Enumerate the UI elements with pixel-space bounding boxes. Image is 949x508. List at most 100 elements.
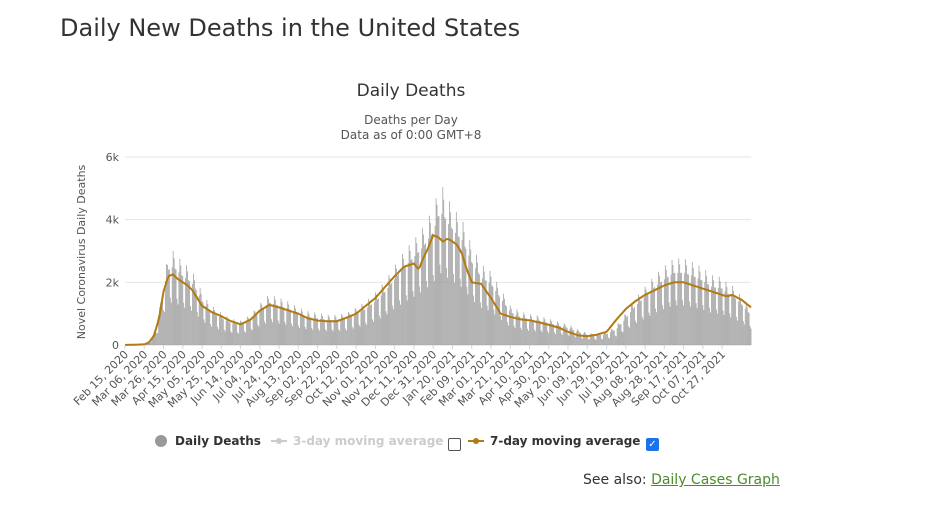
daily-deaths-bar bbox=[270, 303, 271, 345]
daily-deaths-bar bbox=[190, 305, 191, 345]
daily-deaths-bar bbox=[281, 302, 283, 345]
daily-deaths-bar bbox=[656, 312, 657, 345]
daily-deaths-bar bbox=[703, 310, 705, 345]
daily-deaths-bar bbox=[266, 305, 267, 345]
daily-deaths-bar bbox=[584, 333, 586, 345]
daily-deaths-bar bbox=[547, 331, 549, 345]
daily-deaths-bar bbox=[619, 324, 621, 345]
daily-deaths-bar bbox=[626, 317, 628, 345]
daily-deaths-bar bbox=[680, 272, 682, 345]
daily-deaths-bar bbox=[296, 312, 297, 345]
daily-deaths-bar bbox=[272, 303, 274, 345]
daily-deaths-bar bbox=[444, 217, 446, 345]
legend-ma7-line-icon bbox=[468, 438, 484, 444]
daily-deaths-bar bbox=[477, 262, 478, 345]
daily-deaths-bar bbox=[515, 314, 517, 345]
daily-deaths-bar bbox=[506, 321, 508, 345]
daily-deaths-bar bbox=[605, 332, 606, 345]
daily-deaths-bar bbox=[558, 323, 559, 345]
daily-deaths-bar bbox=[215, 314, 216, 345]
ma3-checkbox[interactable] bbox=[448, 438, 461, 451]
daily-deaths-bar bbox=[354, 307, 356, 345]
daily-deaths-bar bbox=[289, 309, 291, 345]
legend-ma7-label: 7-day moving average bbox=[490, 434, 641, 448]
daily-deaths-bar bbox=[607, 333, 608, 345]
daily-deaths-bar bbox=[178, 272, 180, 345]
daily-deaths-bar bbox=[433, 281, 435, 345]
daily-deaths-bar bbox=[465, 248, 467, 345]
daily-deaths-bar bbox=[556, 325, 557, 345]
daily-deaths-bar bbox=[622, 332, 624, 345]
daily-deaths-bar bbox=[409, 250, 411, 345]
daily-deaths-bar bbox=[304, 326, 306, 345]
daily-deaths-bar bbox=[739, 293, 740, 345]
daily-deaths-bar bbox=[350, 316, 352, 345]
daily-deaths-bar bbox=[220, 315, 222, 345]
daily-deaths-bar bbox=[540, 330, 542, 345]
daily-deaths-bar bbox=[560, 333, 562, 345]
daily-deaths-bar bbox=[400, 304, 401, 345]
daily-deaths-bar bbox=[715, 287, 716, 345]
daily-deaths-bar bbox=[348, 311, 349, 345]
daily-deaths-bar bbox=[265, 323, 266, 345]
daily-deaths-bar bbox=[590, 333, 592, 345]
daily-deaths-bar bbox=[708, 284, 709, 345]
legend-daily-label: Daily Deaths bbox=[175, 434, 261, 448]
daily-deaths-bar bbox=[437, 216, 439, 345]
daily-deaths-bar bbox=[591, 334, 593, 345]
daily-deaths-bar bbox=[177, 304, 179, 345]
daily-deaths-bar bbox=[175, 269, 177, 345]
daily-deaths-bar bbox=[569, 328, 571, 345]
daily-deaths-bar bbox=[486, 305, 488, 345]
daily-deaths-bar bbox=[732, 285, 734, 345]
daily-deaths-bar bbox=[449, 201, 450, 345]
daily-deaths-bar bbox=[653, 287, 655, 345]
daily-deaths-bar bbox=[333, 319, 335, 345]
daily-deaths-bar bbox=[322, 316, 323, 345]
daily-deaths-bar bbox=[167, 264, 168, 345]
daily-deaths-bar bbox=[559, 326, 561, 345]
daily-deaths-bar bbox=[579, 332, 580, 345]
daily-deaths-bar bbox=[549, 323, 551, 345]
daily-deaths-bar bbox=[487, 310, 489, 345]
daily-deaths-bar bbox=[746, 306, 748, 345]
daily-deaths-bar bbox=[245, 321, 247, 345]
daily-deaths-bar bbox=[469, 240, 471, 345]
daily-deaths-bar bbox=[431, 233, 433, 345]
daily-deaths-bar bbox=[429, 222, 431, 345]
daily-deaths-bar bbox=[307, 311, 309, 345]
daily-deaths-bar bbox=[709, 307, 710, 345]
daily-deaths-bar bbox=[537, 317, 539, 345]
daily-cases-graph-link[interactable]: Daily Cases Graph bbox=[651, 472, 780, 488]
daily-deaths-bar bbox=[371, 304, 372, 345]
daily-deaths-bar bbox=[221, 318, 223, 345]
daily-deaths-bar bbox=[588, 339, 590, 345]
daily-deaths-bar bbox=[379, 318, 381, 345]
daily-deaths-bar bbox=[638, 296, 640, 345]
daily-deaths-bar bbox=[331, 329, 333, 345]
daily-deaths-bar bbox=[149, 342, 151, 345]
daily-deaths-bar bbox=[482, 265, 484, 345]
daily-deaths-bar bbox=[585, 334, 587, 345]
legend-daily-deaths[interactable]: Daily Deaths bbox=[155, 434, 261, 448]
ma7-checkbox[interactable]: ✓ bbox=[646, 438, 659, 451]
daily-deaths-bar bbox=[589, 335, 591, 345]
daily-deaths-bar bbox=[513, 325, 515, 345]
daily-deaths-bar bbox=[664, 265, 666, 345]
daily-deaths-bar bbox=[741, 305, 743, 345]
daily-deaths-bar bbox=[158, 319, 160, 345]
daily-deaths-bar bbox=[535, 320, 537, 345]
daily-deaths-bar bbox=[297, 325, 299, 345]
legend-ma3[interactable]: 3-day moving average bbox=[271, 434, 443, 448]
daily-deaths-bar bbox=[749, 325, 751, 345]
daily-deaths-bar bbox=[512, 313, 514, 345]
daily-deaths-bar bbox=[315, 314, 317, 345]
daily-deaths-bar bbox=[719, 281, 721, 345]
daily-deaths-bar bbox=[520, 327, 522, 345]
daily-deaths-bar bbox=[650, 290, 652, 345]
legend-ma3-label: 3-day moving average bbox=[293, 434, 444, 448]
daily-deaths-bar bbox=[423, 234, 424, 345]
daily-deaths-bar bbox=[452, 229, 453, 345]
legend-ma7[interactable]: 7-day moving average bbox=[468, 434, 640, 448]
daily-deaths-bar bbox=[551, 321, 553, 345]
